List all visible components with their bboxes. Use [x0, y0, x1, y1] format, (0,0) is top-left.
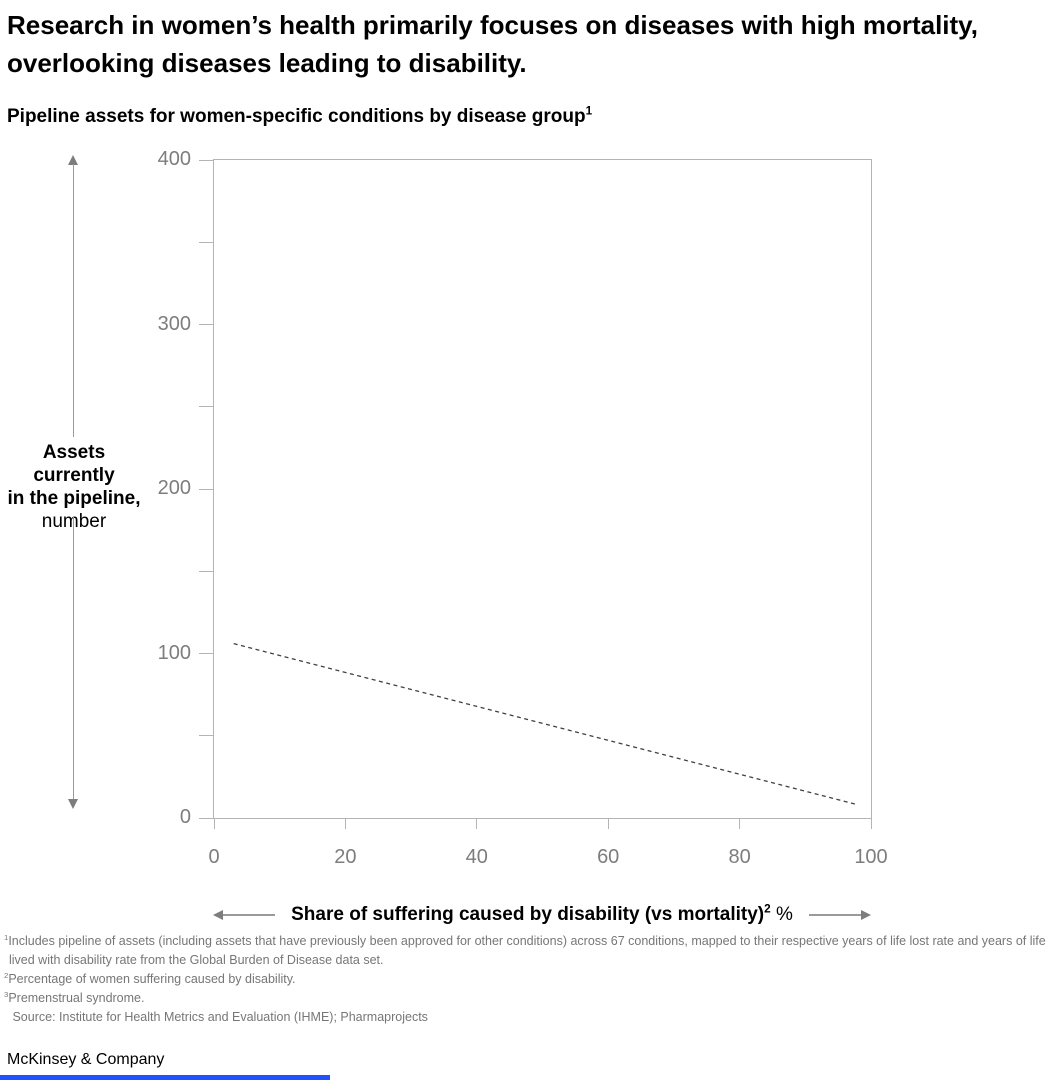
company-logo: McKinsey & Company — [7, 1051, 165, 1068]
trendline — [233, 643, 859, 806]
x-axis-title-row: Share of suffering caused by disability … — [213, 901, 871, 929]
y-axis-tick — [199, 653, 213, 654]
y-axis-tick-label: 400 — [157, 148, 191, 170]
footnote-marker: 3 — [4, 989, 9, 999]
x-axis-tick — [739, 819, 741, 829]
y-axis-title-line-1: Assets currently — [33, 442, 115, 486]
y-axis-tick-label: 100 — [157, 641, 191, 664]
y-axis-tick — [199, 817, 213, 819]
y-axis-tick — [199, 324, 213, 325]
x-axis-tick-label: 40 — [465, 846, 488, 868]
x-axis-tick — [607, 819, 609, 829]
chart-title-text: Pipeline assets for women-specific condi… — [7, 106, 586, 127]
y-axis-tick-label: 0 — [179, 806, 191, 828]
y-axis-minor-tick — [199, 406, 213, 408]
y-axis-tick — [199, 488, 213, 490]
y-axis-title: Assets currently in the pipeline, number — [0, 441, 148, 533]
y-axis-arrow-up-icon — [68, 155, 78, 165]
x-axis-arrow-right-icon — [861, 910, 871, 920]
x-axis-tick — [213, 819, 215, 829]
x-axis-title-text: Share of suffering caused by disability … — [291, 904, 765, 925]
footnote-marker: 2 — [4, 970, 9, 980]
footnote-line: 2Percentage of women suffering caused by… — [4, 970, 296, 986]
x-axis-tick — [344, 819, 346, 829]
y-axis-tick-label: 200 — [157, 477, 191, 499]
x-axis-tick-label: 60 — [597, 846, 620, 868]
x-axis-tick — [476, 819, 478, 829]
y-axis-arrow-line-bottom — [72, 517, 74, 799]
x-axis-title: Share of suffering caused by disability … — [291, 902, 793, 926]
y-axis-title-unit: number — [0, 510, 148, 533]
chart-title: Pipeline assets for women-specific condi… — [7, 104, 907, 128]
x-axis-title-footnote-marker: 2 — [764, 902, 771, 916]
y-axis-tick — [199, 159, 213, 161]
y-axis-title-line-2: in the pipeline, — [7, 488, 141, 509]
chart-title-footnote-marker: 1 — [585, 104, 593, 118]
x-axis-arrow-line-left — [223, 914, 276, 916]
footnote-line: 1Includes pipeline of assets (including … — [4, 932, 1046, 967]
plot-area: 0 100 200 300 400 0 20 40 60 80 100 — [158, 148, 888, 868]
trendline-svg — [233, 643, 859, 806]
y-axis-minor-tick — [199, 570, 213, 572]
x-axis-tick-label: 100 — [854, 846, 888, 868]
x-axis-tick-label: 80 — [728, 846, 751, 868]
footnotes: 1Includes pipeline of assets (including … — [4, 932, 1048, 1027]
x-axis-title-unit: % — [770, 904, 793, 925]
x-axis-tick — [870, 819, 872, 829]
footnote-line: 3Premenstrual syndrome. — [4, 989, 145, 1005]
accent-bar — [0, 1075, 330, 1080]
y-axis-minor-tick — [199, 241, 213, 243]
y-axis-arrow-line-top — [72, 164, 74, 437]
y-axis-minor-tick — [199, 735, 213, 737]
x-axis-arrow-left-icon — [213, 910, 223, 920]
page-title: Research in women’s health primarily foc… — [7, 10, 978, 78]
source-line: Source: Institute for Health Metrics and… — [9, 1010, 428, 1024]
x-axis-arrow-line-right — [808, 914, 861, 916]
x-axis-tick-label: 20 — [334, 846, 357, 868]
x-axis-tick-label: 0 — [208, 846, 220, 868]
footnote-marker: 1 — [4, 932, 9, 942]
y-axis-tick-label: 300 — [157, 312, 191, 335]
y-axis-arrow-down-icon — [68, 799, 78, 809]
